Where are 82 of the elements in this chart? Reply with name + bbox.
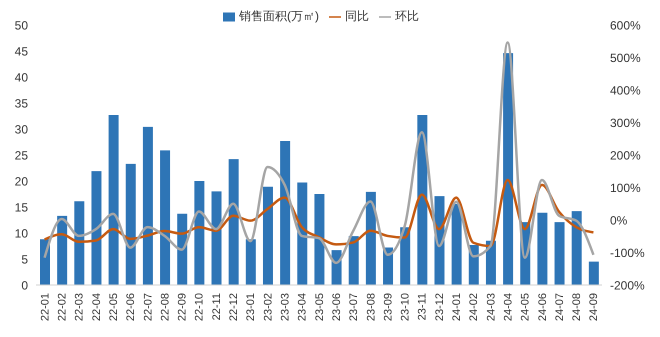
x-tick-label: 22-08 <box>159 293 172 322</box>
y2-tick-label: 0% <box>610 213 628 228</box>
x-tick-label: 24-09 <box>588 293 600 322</box>
bar <box>417 114 428 285</box>
y2-tick-label: 100% <box>610 180 642 195</box>
bar <box>314 194 324 285</box>
y2-tick-label: 200% <box>610 148 642 162</box>
x-tick-label: 22-05 <box>108 293 120 322</box>
legend-label: 销售面积(万㎡) <box>239 9 319 23</box>
x-tick-label: 24-02 <box>468 293 480 322</box>
bar <box>160 150 170 285</box>
bar <box>348 236 359 285</box>
y-tick-label: 40 <box>14 70 28 84</box>
x-tick-label: 22-10 <box>194 293 206 322</box>
x-tick-label: 22-02 <box>56 293 69 322</box>
y2-tick-label: -200% <box>610 278 646 292</box>
x-tick-label: 22-11 <box>210 293 223 320</box>
y-tick-label: 5 <box>21 252 28 266</box>
y2-tick-label: 500% <box>610 50 642 65</box>
bar <box>177 214 188 285</box>
y2-tick-label: -100% <box>610 246 646 260</box>
bar <box>537 212 548 285</box>
x-tick-label: 22-01 <box>39 293 52 322</box>
legend-label: 环比 <box>395 9 419 23</box>
y-tick-label: 30 <box>14 122 28 136</box>
x-tick-label: 22-04 <box>90 293 103 322</box>
y-tick-label: 35 <box>14 96 28 110</box>
bar <box>297 182 308 285</box>
x-tick-label: 24-04 <box>502 293 514 322</box>
bar <box>452 204 462 285</box>
bar <box>57 216 68 285</box>
y-tick-label: 0 <box>21 278 28 292</box>
bar <box>74 201 84 285</box>
x-tick-label: 23-08 <box>365 293 378 322</box>
y-tick-label: 10 <box>14 226 28 240</box>
x-tick-label: 24-01 <box>451 293 464 322</box>
bar <box>108 114 119 285</box>
bar <box>366 192 376 285</box>
bar <box>194 181 204 285</box>
y2-tick-label: 400% <box>610 83 642 98</box>
bar <box>228 159 239 285</box>
x-tick-label: 23-11 <box>416 293 429 320</box>
x-tick-label: 23-06 <box>330 293 343 322</box>
x-tick-label: 24-05 <box>520 293 532 322</box>
x-tick-label: 22-09 <box>176 293 189 322</box>
x-tick-label: 23-04 <box>296 293 309 322</box>
x-tick-label: 23-05 <box>314 293 326 322</box>
x-tick-label: 22-12 <box>228 293 240 322</box>
x-tick-label: 23-07 <box>348 293 360 322</box>
bar <box>126 164 136 285</box>
x-tick-label: 22-07 <box>142 293 154 322</box>
x-tick-label: 24-07 <box>554 293 566 322</box>
x-tick-label: 23-12 <box>434 293 446 322</box>
y-tick-label: 25 <box>14 148 28 162</box>
x-tick-label: 23-09 <box>382 293 394 322</box>
x-tick-label: 24-06 <box>536 293 549 322</box>
bar <box>572 211 582 285</box>
y-tick-label: 15 <box>14 200 28 214</box>
bar <box>280 140 290 285</box>
line-series <box>43 41 595 264</box>
bar <box>262 186 273 285</box>
bar <box>246 239 256 285</box>
x-tick-label: 22-06 <box>125 293 138 322</box>
x-tick-label: 23-03 <box>280 293 292 322</box>
legend-label: 同比 <box>345 9 369 23</box>
x-tick-label: 23-01 <box>245 293 258 322</box>
bar <box>503 53 514 285</box>
bar <box>91 171 102 285</box>
y-tick-label: 45 <box>14 44 28 58</box>
x-tick-label: 24-03 <box>485 293 498 322</box>
x-tick-label: 22-03 <box>74 293 86 322</box>
x-tick-label: 24-08 <box>571 293 584 322</box>
y-tick-label: 50 <box>14 18 28 32</box>
bar <box>142 126 153 285</box>
y2-tick-label: 300% <box>610 116 642 130</box>
x-tick-label: 23-10 <box>400 293 412 322</box>
bar <box>554 222 565 285</box>
y-tick-label: 20 <box>14 174 28 188</box>
bar <box>212 191 222 285</box>
y2-tick-label: 600% <box>610 18 642 32</box>
x-tick-label: 23-02 <box>262 293 274 322</box>
bar <box>588 262 599 285</box>
